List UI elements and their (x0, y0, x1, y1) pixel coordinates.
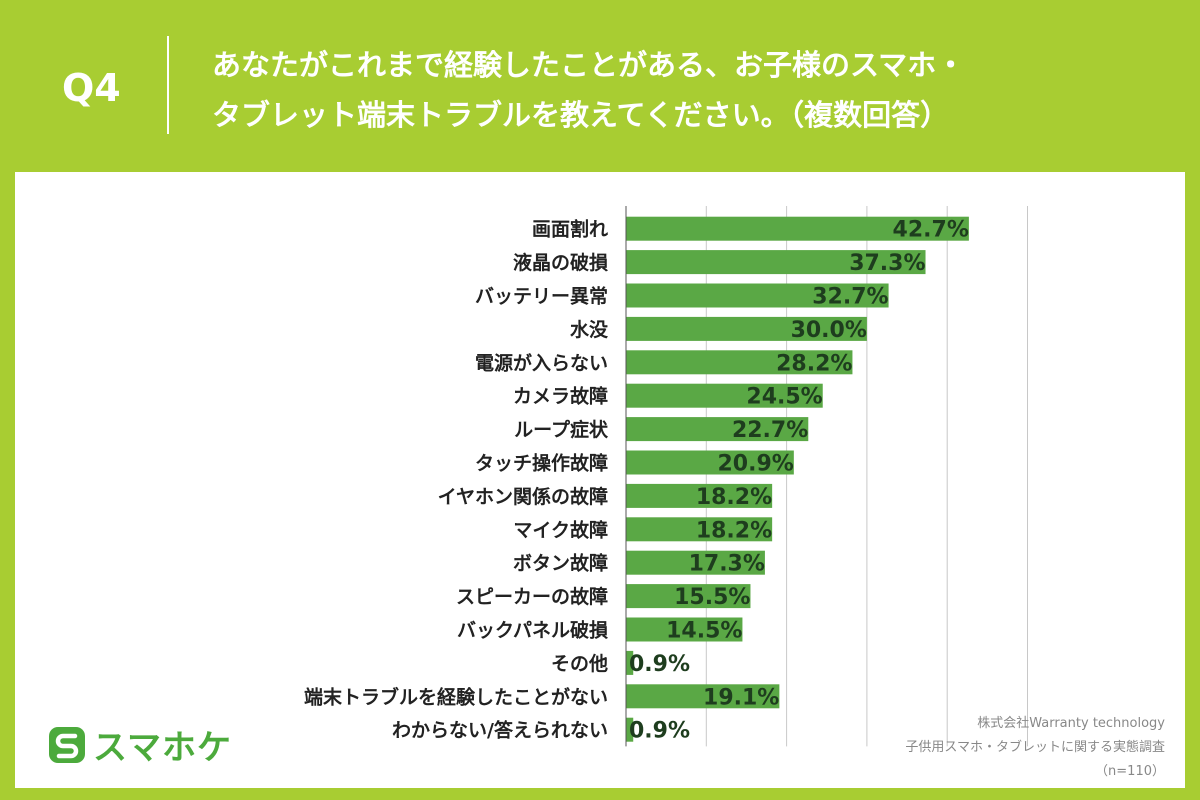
source-note: 株式会社Warranty technology 子供用スマホ・タブレットに関する… (905, 712, 1165, 784)
value-label: 19.1% (703, 685, 779, 710)
category-label: 画面割れ (532, 218, 608, 241)
category-label: 水没 (570, 319, 609, 341)
value-label: 0.9% (629, 652, 690, 677)
category-label: ボタン故障 (513, 552, 608, 575)
value-label: 28.2% (776, 351, 852, 376)
bar (626, 450, 794, 475)
category-label: マイク故障 (513, 518, 608, 541)
bar (626, 250, 926, 275)
bar (626, 584, 751, 609)
value-label: 20.9% (717, 452, 793, 477)
question-title-line2: タブレット端末トラブルを教えてください。（複数回答） (212, 98, 950, 132)
bar (626, 316, 867, 341)
category-label: わからない/答えられない (392, 719, 608, 742)
category-label: イヤホン関係の故障 (438, 485, 608, 508)
value-label: 37.3% (849, 251, 925, 276)
category-label: スピーカーの故障 (456, 585, 608, 608)
question-title-line1: あなたがこれまで経験したことがある、お子様のスマホ・ (212, 48, 966, 82)
source-survey: 子供用スマホ・タブレットに関する実態調査 (905, 740, 1165, 755)
category-label: 液晶の破損 (513, 251, 609, 274)
category-label: その他 (551, 652, 608, 675)
value-label: 24.5% (746, 385, 822, 410)
source-sample: （n=110） (1095, 764, 1165, 779)
bar (626, 550, 765, 575)
category-label: ループ症状 (514, 418, 609, 441)
category-label: バッテリー異常 (475, 285, 608, 308)
category-label: 電源が入らない (475, 351, 608, 374)
question-number: Q4 (62, 66, 121, 110)
bar (626, 684, 780, 709)
bar (626, 383, 823, 408)
chart-panel: 画面割れ 42.7% 液晶の破損 37.3% バッテリー異常 32.7% 水没 30.0% 電源… (15, 172, 1185, 788)
question-title: あなたがこれまで経験したことがある、お子様のスマホ・ タブレット端末トラブルを教… (212, 40, 1172, 140)
header-divider (167, 36, 169, 134)
category-label: タッチ操作故障 (475, 452, 608, 475)
value-label: 18.2% (696, 485, 772, 510)
value-label: 15.5% (674, 585, 750, 610)
category-label: カメラ故障 (513, 385, 608, 408)
bar (626, 350, 853, 375)
logo-icon (49, 726, 85, 763)
bar (626, 517, 773, 542)
value-label: 14.5% (666, 619, 742, 644)
source-company: 株式会社Warranty technology (977, 716, 1165, 731)
value-label: 17.3% (689, 552, 765, 577)
bar (626, 283, 889, 308)
bar (626, 617, 743, 642)
category-label: 端末トラブルを経験したことがない (304, 685, 608, 708)
value-label: 32.7% (812, 285, 888, 310)
value-label: 18.2% (696, 518, 772, 543)
value-label: 30.0% (791, 318, 867, 343)
value-label: 22.7% (732, 418, 808, 443)
bar-chart: 画面割れ 42.7% 液晶の破損 37.3% バッテリー異常 32.7% 水没 30.0% 電源… (304, 206, 1028, 747)
bar (626, 216, 969, 241)
value-label: 42.7% (893, 218, 969, 243)
bar (626, 483, 773, 508)
bar (626, 417, 809, 442)
value-label: 0.9% (629, 719, 690, 744)
logo-text: スマホケ (93, 728, 232, 768)
bar (626, 650, 634, 675)
logo: スマホケ (47, 720, 232, 769)
category-label: バックパネル破損 (457, 620, 609, 642)
header: Q4 あなたがこれまで経験したことがある、お子様のスマホ・ タブレット端末トラブ… (0, 0, 1200, 170)
bar (626, 717, 634, 742)
